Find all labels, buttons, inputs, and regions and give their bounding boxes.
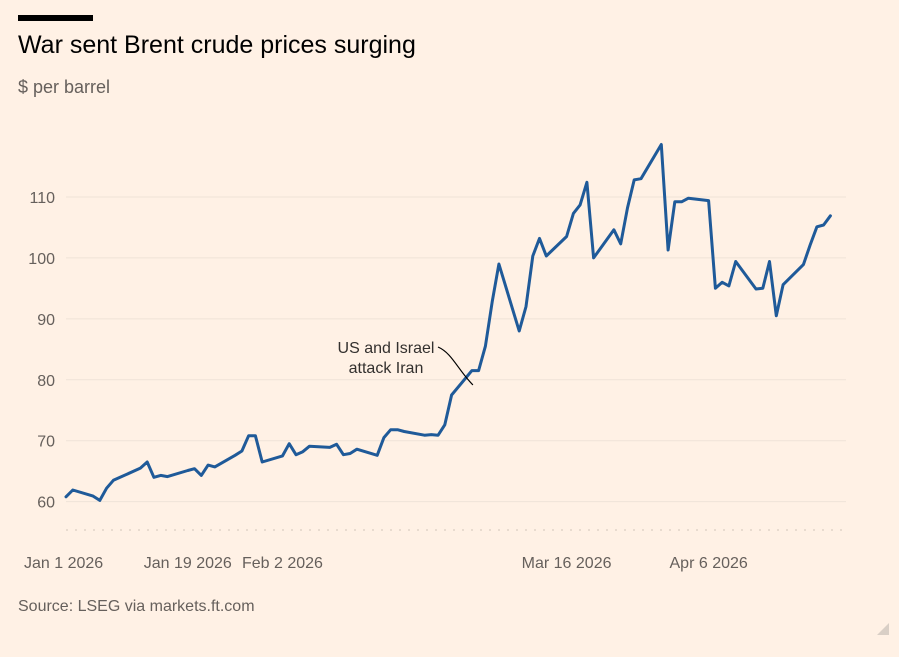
series-line-0 (64, 143, 832, 502)
ft-brand-bar (18, 15, 93, 21)
x-tick-label-2026-01-19: Jan 19 2026 (144, 555, 232, 572)
source-note: Source: LSEG via markets.ft.com (18, 598, 255, 615)
annotation-leader-line (437, 346, 474, 386)
y-tick-label-70: 70 (37, 434, 55, 451)
y-tick-label-80: 80 (37, 373, 55, 390)
x-tick-label-2026-04-06: Apr 6 2026 (670, 555, 748, 572)
y-tick-label-90: 90 (37, 312, 55, 329)
x-tick-label-2026-01-01: Jan 1 2026 (24, 555, 103, 572)
axis-layer: 60 70 80 90 100 110 Jan 1 2026 Jan 19 2026 Feb 2… (24, 190, 846, 572)
annotation-layer: US and Israel attack Iran (338, 340, 474, 386)
y-tick-label-110: 110 (29, 190, 55, 207)
annotation-text-line-0: US and Israel (338, 340, 435, 357)
chart-title: War sent Brent crude prices surging (18, 31, 416, 59)
annotation-0: US and Israel attack Iran (338, 340, 474, 386)
x-tick-label-2026-02-02: Feb 2 2026 (242, 555, 323, 572)
grid-layer (66, 196, 846, 503)
annotation-text-line-1: attack Iran (349, 360, 424, 377)
series-layer (64, 143, 832, 502)
y-tick-label-100: 100 (28, 251, 55, 268)
resize-handle-icon (877, 623, 889, 635)
chart-subtitle: $ per barrel (18, 77, 111, 97)
x-tick-label-2026-03-16: Mar 16 2026 (522, 555, 612, 572)
y-tick-label-60: 60 (37, 495, 55, 512)
